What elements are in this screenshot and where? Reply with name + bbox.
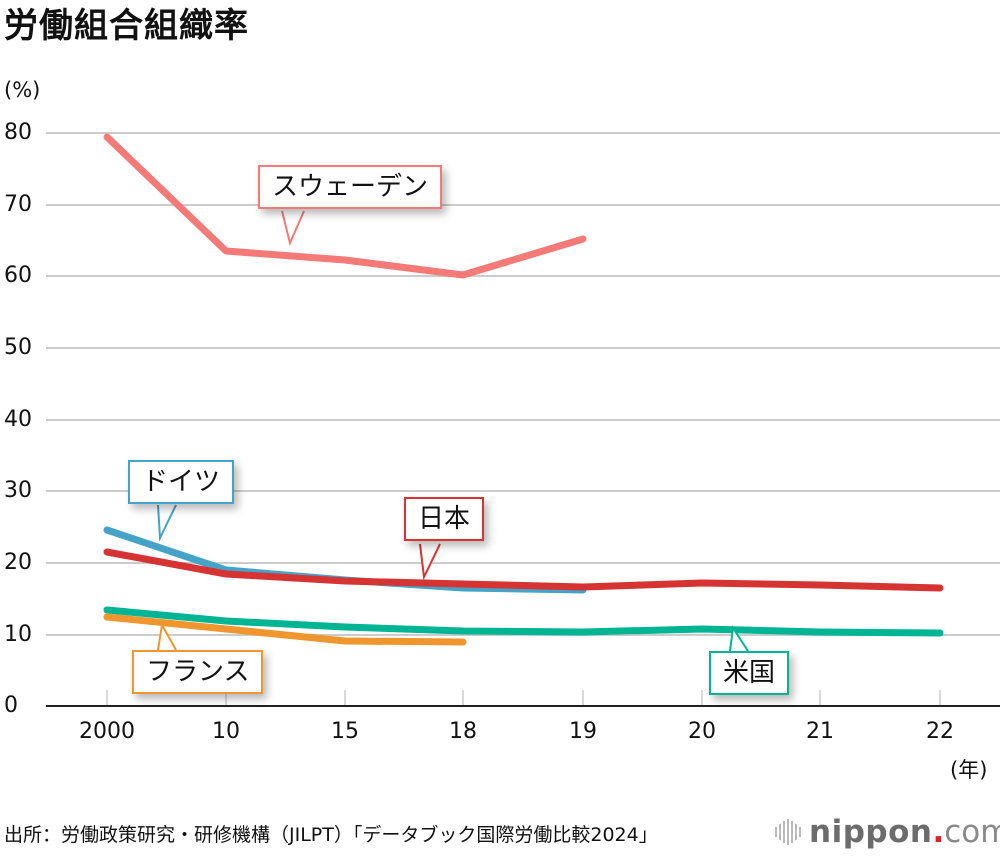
source-note: 出所：労働政策研究・研修機構（JILPT）「データブック国際労働比較2024」 xyxy=(4,824,658,846)
x-tick-15: 15 xyxy=(331,719,359,744)
callout-japan: 日本 xyxy=(404,497,485,541)
y-tick-0: 0 xyxy=(4,693,18,718)
y-axis-unit: (%) xyxy=(4,78,41,102)
y-tick-70: 70 xyxy=(4,192,32,217)
x-tick-2000: 2000 xyxy=(79,719,135,744)
x-tick-18: 18 xyxy=(449,719,477,744)
x-tick-21: 21 xyxy=(806,719,834,744)
x-tick-22: 22 xyxy=(926,719,954,744)
logo-dot: . xyxy=(932,814,945,850)
callout-france: フランス xyxy=(132,650,264,694)
y-tick-80: 80 xyxy=(4,120,32,145)
japan-pointer xyxy=(419,543,441,581)
y-tick-10: 10 xyxy=(4,622,32,647)
callout-germany: ドイツ xyxy=(128,460,235,504)
nippon-logo: nippon. com xyxy=(775,812,1000,852)
usa-pointer xyxy=(729,625,749,652)
chart-title: 労働組合組織率 xyxy=(4,6,249,46)
series-line-france xyxy=(103,613,467,646)
series-line-usa xyxy=(103,606,944,637)
series-line-japan xyxy=(103,548,944,592)
callout-sweden: スウェーデン xyxy=(258,165,443,209)
y-tick-60: 60 xyxy=(4,263,32,288)
logo-com: com xyxy=(944,814,1000,850)
y-tick-30: 30 xyxy=(4,478,32,503)
x-tick-19: 19 xyxy=(569,719,597,744)
callout-pointers xyxy=(157,210,749,652)
france-pointer xyxy=(157,622,177,651)
sweden-pointer xyxy=(281,210,305,247)
sound-wave-icon xyxy=(775,819,801,845)
germany-pointer xyxy=(157,504,177,542)
y-tick-20: 20 xyxy=(4,550,32,575)
line-chart-plot xyxy=(46,132,1000,707)
callout-usa: 米国 xyxy=(709,651,790,695)
x-axis-unit: (年) xyxy=(950,758,988,782)
series-line-sweden xyxy=(103,133,587,279)
x-tick-20: 20 xyxy=(688,719,716,744)
y-tick-50: 50 xyxy=(4,335,32,360)
x-tick-10: 10 xyxy=(212,719,240,744)
y-tick-40: 40 xyxy=(4,407,32,432)
logo-text: nippon xyxy=(809,814,933,850)
